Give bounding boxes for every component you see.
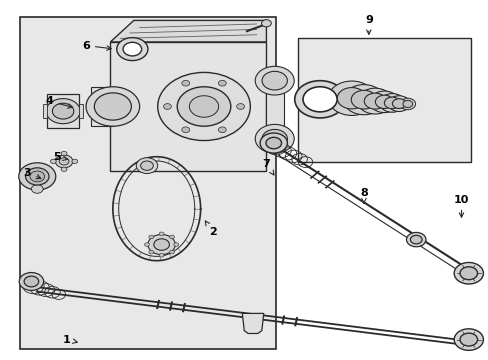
Circle shape (379, 94, 404, 112)
Circle shape (169, 250, 174, 254)
Circle shape (19, 273, 43, 291)
Bar (110, 42, 266, 171)
Circle shape (459, 333, 477, 346)
Circle shape (94, 93, 131, 120)
Text: 6: 6 (82, 41, 111, 50)
Bar (266, 68, 283, 145)
Text: 2: 2 (205, 221, 216, 237)
Text: 9: 9 (364, 15, 372, 34)
Circle shape (59, 158, 69, 165)
Bar (79, 104, 82, 118)
Circle shape (369, 91, 398, 113)
Circle shape (148, 235, 153, 239)
Circle shape (375, 95, 393, 108)
Circle shape (141, 161, 153, 170)
Circle shape (182, 80, 189, 86)
Circle shape (31, 185, 43, 193)
Circle shape (25, 168, 49, 185)
Circle shape (391, 99, 405, 108)
Circle shape (169, 235, 174, 239)
Text: 10: 10 (453, 195, 468, 217)
Circle shape (399, 98, 415, 110)
Polygon shape (110, 21, 266, 42)
Circle shape (148, 234, 175, 255)
Circle shape (72, 159, 78, 163)
Circle shape (328, 81, 374, 116)
Circle shape (144, 243, 149, 246)
Circle shape (159, 253, 163, 257)
Circle shape (262, 130, 287, 148)
Polygon shape (242, 314, 263, 333)
Circle shape (163, 104, 171, 109)
Circle shape (265, 137, 281, 149)
Circle shape (86, 87, 140, 126)
Circle shape (218, 127, 226, 132)
Circle shape (46, 99, 80, 124)
Circle shape (402, 100, 412, 108)
Circle shape (189, 96, 218, 117)
Bar (47, 94, 79, 128)
Circle shape (55, 155, 73, 168)
Bar (91, 87, 113, 126)
Circle shape (357, 88, 392, 114)
Circle shape (343, 85, 384, 115)
Circle shape (303, 87, 336, 112)
Circle shape (294, 81, 345, 118)
Circle shape (177, 87, 230, 126)
Circle shape (261, 20, 271, 27)
Circle shape (24, 276, 39, 287)
Circle shape (19, 163, 56, 190)
Text: 8: 8 (359, 188, 367, 203)
Text: 3: 3 (23, 168, 41, 179)
Bar (20, 17, 276, 348)
Circle shape (148, 250, 153, 254)
Circle shape (159, 232, 163, 235)
Circle shape (337, 87, 366, 109)
Text: 1: 1 (62, 334, 77, 345)
Circle shape (154, 239, 169, 250)
Circle shape (260, 133, 287, 153)
Circle shape (182, 127, 189, 132)
Circle shape (406, 233, 425, 247)
Circle shape (262, 71, 287, 90)
Circle shape (218, 80, 226, 86)
Circle shape (409, 235, 421, 244)
Circle shape (117, 38, 148, 60)
Text: 4: 4 (45, 96, 72, 108)
Circle shape (50, 159, 56, 163)
Circle shape (459, 267, 477, 280)
Circle shape (236, 104, 244, 109)
Circle shape (173, 243, 178, 246)
Circle shape (123, 42, 142, 56)
Bar (43, 104, 47, 118)
Circle shape (453, 329, 483, 350)
Text: 5: 5 (53, 152, 67, 162)
Bar (298, 39, 470, 162)
Circle shape (255, 125, 294, 153)
Circle shape (30, 171, 44, 182)
Circle shape (384, 97, 399, 109)
Circle shape (61, 151, 67, 156)
Circle shape (136, 158, 158, 174)
Circle shape (158, 72, 250, 140)
Circle shape (255, 66, 294, 95)
Circle shape (387, 96, 409, 112)
Circle shape (61, 167, 67, 171)
Circle shape (453, 262, 483, 284)
Circle shape (364, 93, 385, 109)
Circle shape (350, 90, 376, 109)
Circle shape (52, 103, 74, 119)
Text: 7: 7 (262, 159, 273, 175)
